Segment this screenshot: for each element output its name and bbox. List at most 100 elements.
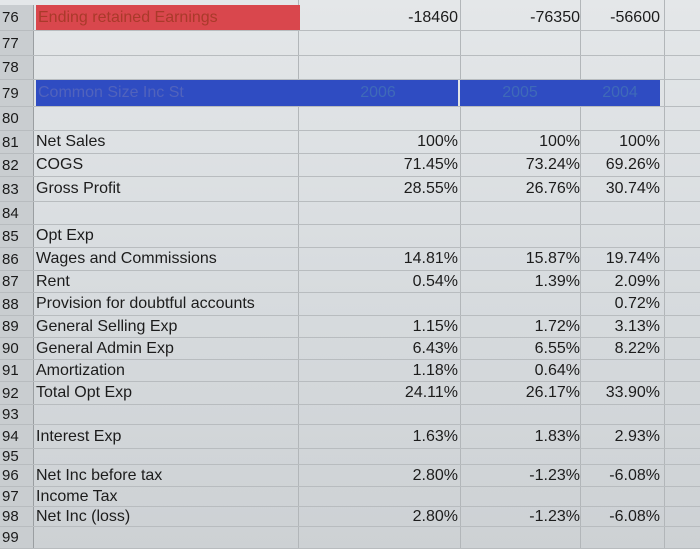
row-label-cell[interactable]: Interest Exp [36,427,122,445]
value-cell-v2006[interactable]: 28.55% [403,180,458,197]
value-cell-v2005[interactable]: 26.17% [525,384,580,401]
value-cell-v2004[interactable]: 30.74% [605,180,660,197]
row-label-cell[interactable]: Ending retained Earnings [36,5,300,30]
value-cell-v2005[interactable]: 6.55% [534,339,580,357]
row-number[interactable]: 96 [0,465,34,486]
sheet-row-81[interactable]: 81 Net Sales 100% 100% 100% [0,131,700,154]
row-number[interactable]: 88 [0,293,34,315]
sheet-row-82[interactable]: 82 COGS 71.45% 73.24% 69.26% [0,154,700,177]
value-cell-v2006[interactable]: 14.81% [403,250,458,267]
sheet-row-95[interactable]: 95 [0,449,700,465]
row-number[interactable]: 79 [0,80,34,106]
value-cell-v2005[interactable]: -1.23% [529,507,580,525]
row-number[interactable]: 86 [0,248,34,270]
sheet-row-92[interactable]: 92 Total Opt Exp 24.11% 26.17% 33.90% [0,382,700,405]
value-cell-v2005[interactable]: 0.64% [534,361,580,379]
sheet-row-88[interactable]: 88 Provision for doubtful accounts 0.72% [0,293,700,316]
row-number[interactable]: 90 [0,338,34,359]
value-cell-v2005[interactable]: 100% [539,133,580,150]
value-cell-v2006[interactable]: 24.11% [404,384,458,401]
sheet-row-85[interactable]: 85 Opt Exp [0,225,700,248]
value-cell-v2006[interactable]: 1.18% [412,361,458,379]
row-number[interactable]: 85 [0,225,34,247]
value-cell-v2006[interactable]: 100% [417,133,458,150]
value-cell-v2005[interactable]: -76350 [530,8,580,26]
value-cell-v2004[interactable]: 2.93% [614,427,660,445]
value-cell-v2004[interactable] [580,360,660,381]
value-cell-v2006[interactable] [298,487,458,506]
value-cell-v2006[interactable] [298,449,458,464]
row-label-cell[interactable]: Rent [36,272,70,290]
value-cell-v2006[interactable] [298,293,458,315]
row-label-cell[interactable]: Total Opt Exp [36,384,133,401]
row-label-cell[interactable]: Net Sales [36,133,106,150]
sheet-row-93[interactable]: 93 [0,405,700,425]
value-cell-v2004[interactable]: 33.90% [605,384,660,401]
value-cell-v2005[interactable] [460,107,580,130]
sheet-row-78[interactable]: 78 [0,56,700,80]
value-cell-v2005[interactable]: 1.72% [534,317,580,335]
value-cell-v2006[interactable]: -18460 [408,8,458,26]
value-cell-v2006[interactable]: 2.80% [412,466,458,484]
row-number[interactable]: 84 [0,202,34,224]
value-cell-v2006[interactable]: 2.80% [412,507,458,525]
row-label-cell[interactable]: General Selling Exp [36,317,178,335]
sheet-row-84[interactable]: 84 [0,202,700,225]
sheet-row-83[interactable]: 83 Gross Profit 28.55% 26.76% 30.74% [0,177,700,202]
value-cell-v2005[interactable] [460,225,580,247]
sheet-row-94[interactable]: 94 Interest Exp 1.63% 1.83% 2.93% [0,425,700,449]
sheet-row-96[interactable]: 96 Net Inc before tax 2.80% -1.23% -6.08% [0,465,700,487]
value-cell-v2006[interactable] [298,527,458,548]
row-number[interactable]: 87 [0,271,34,292]
value-cell-v2005[interactable] [460,405,580,424]
value-cell-v2004[interactable] [580,487,660,506]
value-cell-v2004[interactable] [580,449,660,464]
row-number[interactable]: 97 [0,487,34,506]
value-cell-v2006[interactable]: 1.63% [412,427,458,445]
value-cell-v2004[interactable] [580,527,660,548]
sheet-row-80[interactable]: 80 [0,107,700,131]
row-number[interactable]: 95 [0,449,34,464]
row-number[interactable]: 89 [0,316,34,337]
sheet-row-89[interactable]: 89 General Selling Exp 1.15% 1.72% 3.13% [0,316,700,338]
value-cell-v2005[interactable] [460,202,580,224]
value-cell-v2005[interactable]: 1.39% [534,272,580,290]
row-label-cell[interactable]: General Admin Exp [36,339,174,357]
value-cell-v2005[interactable]: 2005 [460,80,580,106]
row-label-cell[interactable]: Net Inc (loss) [36,507,131,525]
value-cell-v2004[interactable] [580,107,660,130]
row-number[interactable]: 83 [0,177,34,201]
row-label-cell[interactable]: Common Size Inc St [36,80,300,106]
value-cell-v2004[interactable] [580,56,660,79]
value-cell-v2006[interactable] [298,107,458,130]
row-label-cell[interactable]: Gross Profit [36,180,121,197]
row-number[interactable]: 81 [0,131,34,153]
value-cell-v2005[interactable] [460,56,580,79]
value-cell-v2006[interactable]: 1.15% [412,317,458,335]
value-cell-v2005[interactable]: 26.76% [525,180,580,197]
value-cell-v2006[interactable] [298,225,458,247]
value-cell-v2004[interactable]: -6.08% [609,466,660,484]
value-cell-v2004[interactable] [580,405,660,424]
row-label-cell[interactable]: Income Tax [36,487,118,505]
value-cell-v2004[interactable]: 69.26% [605,156,660,173]
value-cell-v2006[interactable] [298,56,458,79]
value-cell-v2005[interactable]: 15.87% [525,250,580,267]
value-cell-v2006[interactable] [298,405,458,424]
sheet-row-87[interactable]: 87 Rent 0.54% 1.39% 2.09% [0,271,700,293]
row-label-cell[interactable]: COGS [36,156,84,173]
value-cell-v2005[interactable] [460,487,580,506]
value-cell-v2004[interactable]: 3.13% [614,317,660,335]
sheet-row-86[interactable]: 86 Wages and Commissions 14.81% 15.87% 19.74… [0,248,700,271]
value-cell-v2004[interactable]: -56600 [610,8,660,26]
value-cell-v2006[interactable]: 0.54% [412,272,458,290]
value-cell-v2005[interactable] [460,293,580,315]
row-number[interactable]: 92 [0,382,34,404]
sheet-row-90[interactable]: 90 General Admin Exp 6.43% 6.55% 8.22% [0,338,700,360]
row-number[interactable]: 94 [0,425,34,448]
value-cell-v2006[interactable]: 2006 [298,80,458,106]
value-cell-v2006[interactable] [298,202,458,224]
value-cell-v2005[interactable] [460,31,580,55]
row-number[interactable]: 82 [0,154,34,176]
row-number[interactable]: 76 [0,5,34,30]
